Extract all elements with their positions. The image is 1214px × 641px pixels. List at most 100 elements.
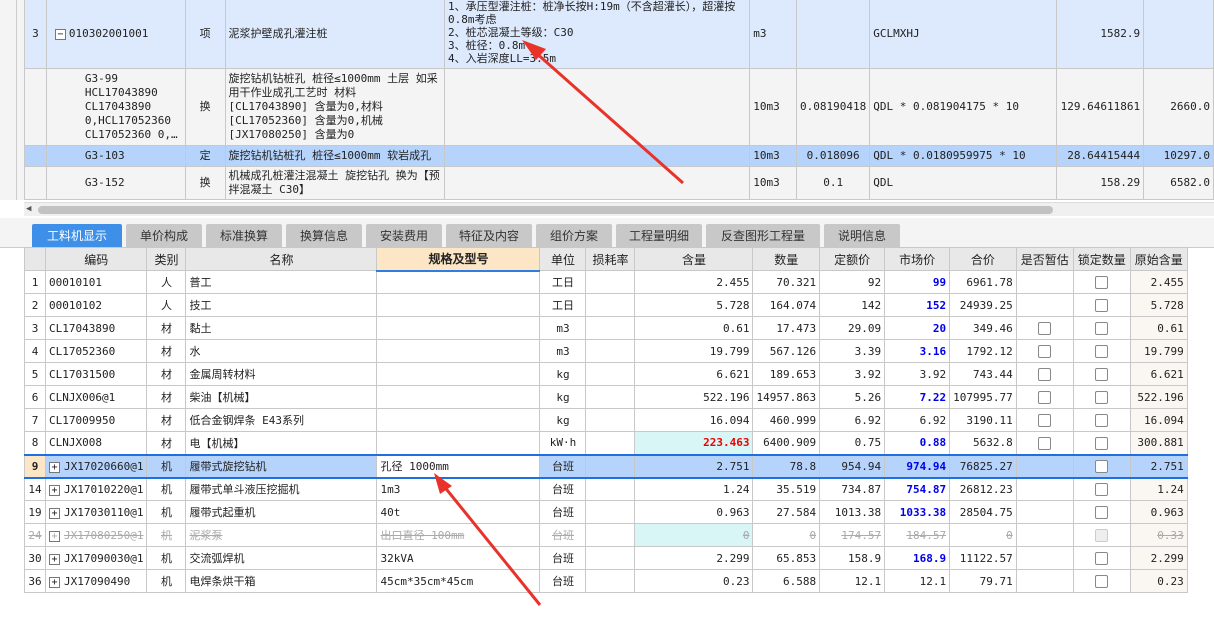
quantity-cell[interactable]: 17.473: [752, 316, 821, 340]
category-cell[interactable]: 机: [146, 453, 187, 479]
bill-row[interactable]: G3-152 换 机械成孔桩灌注混凝土 旋挖钻孔 换为【预拌混凝土 C30】 10m3…: [24, 166, 1214, 200]
code-cell[interactable]: + JX17080250@1: [44, 523, 148, 547]
estimate-cell[interactable]: [1015, 523, 1074, 547]
row-number[interactable]: 9: [24, 453, 46, 479]
cell-qty-coef[interactable]: 0.08190418: [796, 68, 871, 146]
quota-price-cell[interactable]: 1013.38: [819, 500, 886, 524]
total-cell[interactable]: 1792.12: [949, 339, 1017, 363]
tab-1[interactable]: 单价构成: [126, 224, 202, 248]
unit-cell[interactable]: m3: [539, 339, 587, 363]
lock-cell[interactable]: [1072, 316, 1131, 340]
name-cell[interactable]: 普工: [185, 270, 378, 294]
name-cell[interactable]: 金属周转材料: [185, 362, 378, 386]
name-cell[interactable]: 水: [185, 339, 378, 363]
table-row[interactable]: 2 00010102 人技工 工日 5.728 164.074 142 152 24939.25…: [24, 293, 1188, 317]
table-row[interactable]: 36 + JX17090490 机电焊条烘干箱 45cm*35cm*45cm 台班 0.23…: [24, 569, 1188, 593]
column-header[interactable]: 规格及型号: [376, 247, 541, 272]
code-cell[interactable]: + JX17010220@1: [44, 477, 148, 501]
original-content-cell[interactable]: 5.728: [1129, 293, 1188, 317]
loss-rate-cell[interactable]: [585, 385, 636, 409]
column-header[interactable]: 编码: [44, 247, 148, 271]
expand-icon[interactable]: +: [49, 576, 60, 588]
expand-icon[interactable]: +: [49, 507, 60, 519]
content-cell[interactable]: 0.963: [634, 500, 754, 524]
spec-cell[interactable]: [376, 431, 541, 455]
table-row[interactable]: 5 CL17031500 材金属周转材料 kg 6.621 189.653 3.92 3.92…: [24, 362, 1188, 386]
total-cell[interactable]: 0: [949, 523, 1017, 547]
estimate-cell[interactable]: [1015, 316, 1074, 340]
estimate-checkbox[interactable]: [1038, 436, 1052, 450]
collapse-icon[interactable]: −: [54, 29, 66, 40]
row-number[interactable]: 8: [24, 431, 46, 455]
unit-cell[interactable]: kg: [539, 362, 587, 386]
unit-cell[interactable]: m3: [539, 316, 587, 340]
cell-unit[interactable]: m3: [749, 0, 798, 69]
cell-qty-expr[interactable]: GCLMXHJ: [869, 0, 1058, 69]
row-number[interactable]: 1: [24, 270, 46, 294]
quota-price-cell[interactable]: 954.94: [819, 453, 886, 479]
estimate-cell[interactable]: [1015, 500, 1074, 524]
quota-price-cell[interactable]: 12.1: [819, 569, 886, 593]
cell-qty-expr[interactable]: QDL * 0.081904175 * 10: [869, 68, 1058, 146]
cell-no[interactable]: [24, 145, 47, 167]
row-number[interactable]: 30: [24, 546, 46, 570]
name-cell[interactable]: 柴油【机械】: [185, 385, 378, 409]
loss-rate-cell[interactable]: [585, 453, 636, 479]
original-content-cell[interactable]: 2.751: [1129, 453, 1188, 479]
estimate-checkbox[interactable]: [1038, 321, 1052, 335]
column-header[interactable]: 损耗率: [585, 247, 636, 271]
lock-checkbox[interactable]: [1095, 436, 1109, 450]
quantity-cell[interactable]: 27.584: [752, 500, 821, 524]
cell-price[interactable]: 6582.0: [1143, 166, 1214, 200]
market-price-cell[interactable]: 6.92: [884, 408, 951, 432]
table-row[interactable]: 8 CLNJX008 材电【机械】 kW·h 223.463 6400.909 0.75 0.…: [24, 431, 1188, 455]
unit-cell[interactable]: 台班: [539, 523, 587, 547]
expand-icon[interactable]: +: [49, 484, 60, 496]
loss-rate-cell[interactable]: [585, 339, 636, 363]
lock-cell[interactable]: [1072, 408, 1131, 432]
unit-cell[interactable]: 工日: [539, 270, 587, 294]
total-cell[interactable]: 26812.23: [949, 477, 1017, 501]
quantity-cell[interactable]: 65.853: [752, 546, 821, 570]
original-content-cell[interactable]: 522.196: [1129, 385, 1188, 409]
name-cell[interactable]: 电【机械】: [185, 431, 378, 455]
lock-cell[interactable]: [1072, 293, 1131, 317]
scroll-left-icon[interactable]: ◀: [26, 204, 32, 214]
column-header[interactable]: 锁定数量: [1072, 247, 1131, 271]
table-row[interactable]: 24 + JX17080250@1 机泥浆泵 出口直径 100mm 台班 0 0 174.57 1…: [24, 523, 1188, 547]
loss-rate-cell[interactable]: [585, 477, 636, 501]
total-cell[interactable]: 3190.11: [949, 408, 1017, 432]
unit-cell[interactable]: 台班: [539, 500, 587, 524]
cell-qty-coef[interactable]: 0.018096: [796, 145, 871, 167]
code-cell[interactable]: CL17009950: [44, 408, 148, 432]
cell-qty-expr[interactable]: QDL * 0.0180959975 * 10: [869, 145, 1058, 167]
loss-rate-cell[interactable]: [585, 523, 636, 547]
code-cell[interactable]: 00010102: [44, 293, 148, 317]
tab-8[interactable]: 反查图形工程量: [706, 224, 820, 248]
market-price-cell[interactable]: 3.16: [884, 339, 951, 363]
unit-cell[interactable]: 工日: [539, 293, 587, 317]
lock-checkbox[interactable]: [1095, 390, 1109, 404]
name-cell[interactable]: 技工: [185, 293, 378, 317]
cell-unit[interactable]: 10m3: [749, 68, 798, 146]
lock-cell[interactable]: [1072, 523, 1131, 547]
lock-checkbox[interactable]: [1095, 505, 1109, 519]
row-number[interactable]: 14: [24, 477, 46, 501]
code-cell[interactable]: + JX17090490: [44, 569, 148, 593]
category-cell[interactable]: 人: [146, 270, 187, 294]
spec-cell[interactable]: [376, 385, 541, 409]
row-number[interactable]: 4: [24, 339, 46, 363]
spec-cell[interactable]: [376, 270, 541, 294]
cell-name[interactable]: 泥浆护壁成孔灌注桩: [224, 0, 446, 69]
cell-qty-coef[interactable]: [796, 0, 871, 69]
loss-rate-cell[interactable]: [585, 270, 636, 294]
spec-cell[interactable]: [376, 316, 541, 340]
estimate-cell[interactable]: [1015, 270, 1074, 294]
content-cell[interactable]: 2.299: [634, 546, 754, 570]
code-cell[interactable]: + JX17020660@1: [44, 453, 148, 479]
estimate-cell[interactable]: [1015, 431, 1074, 455]
name-cell[interactable]: 黏土: [185, 316, 378, 340]
lock-checkbox[interactable]: [1095, 344, 1109, 358]
category-cell[interactable]: 材: [146, 408, 187, 432]
column-header[interactable]: 含量: [634, 247, 754, 271]
